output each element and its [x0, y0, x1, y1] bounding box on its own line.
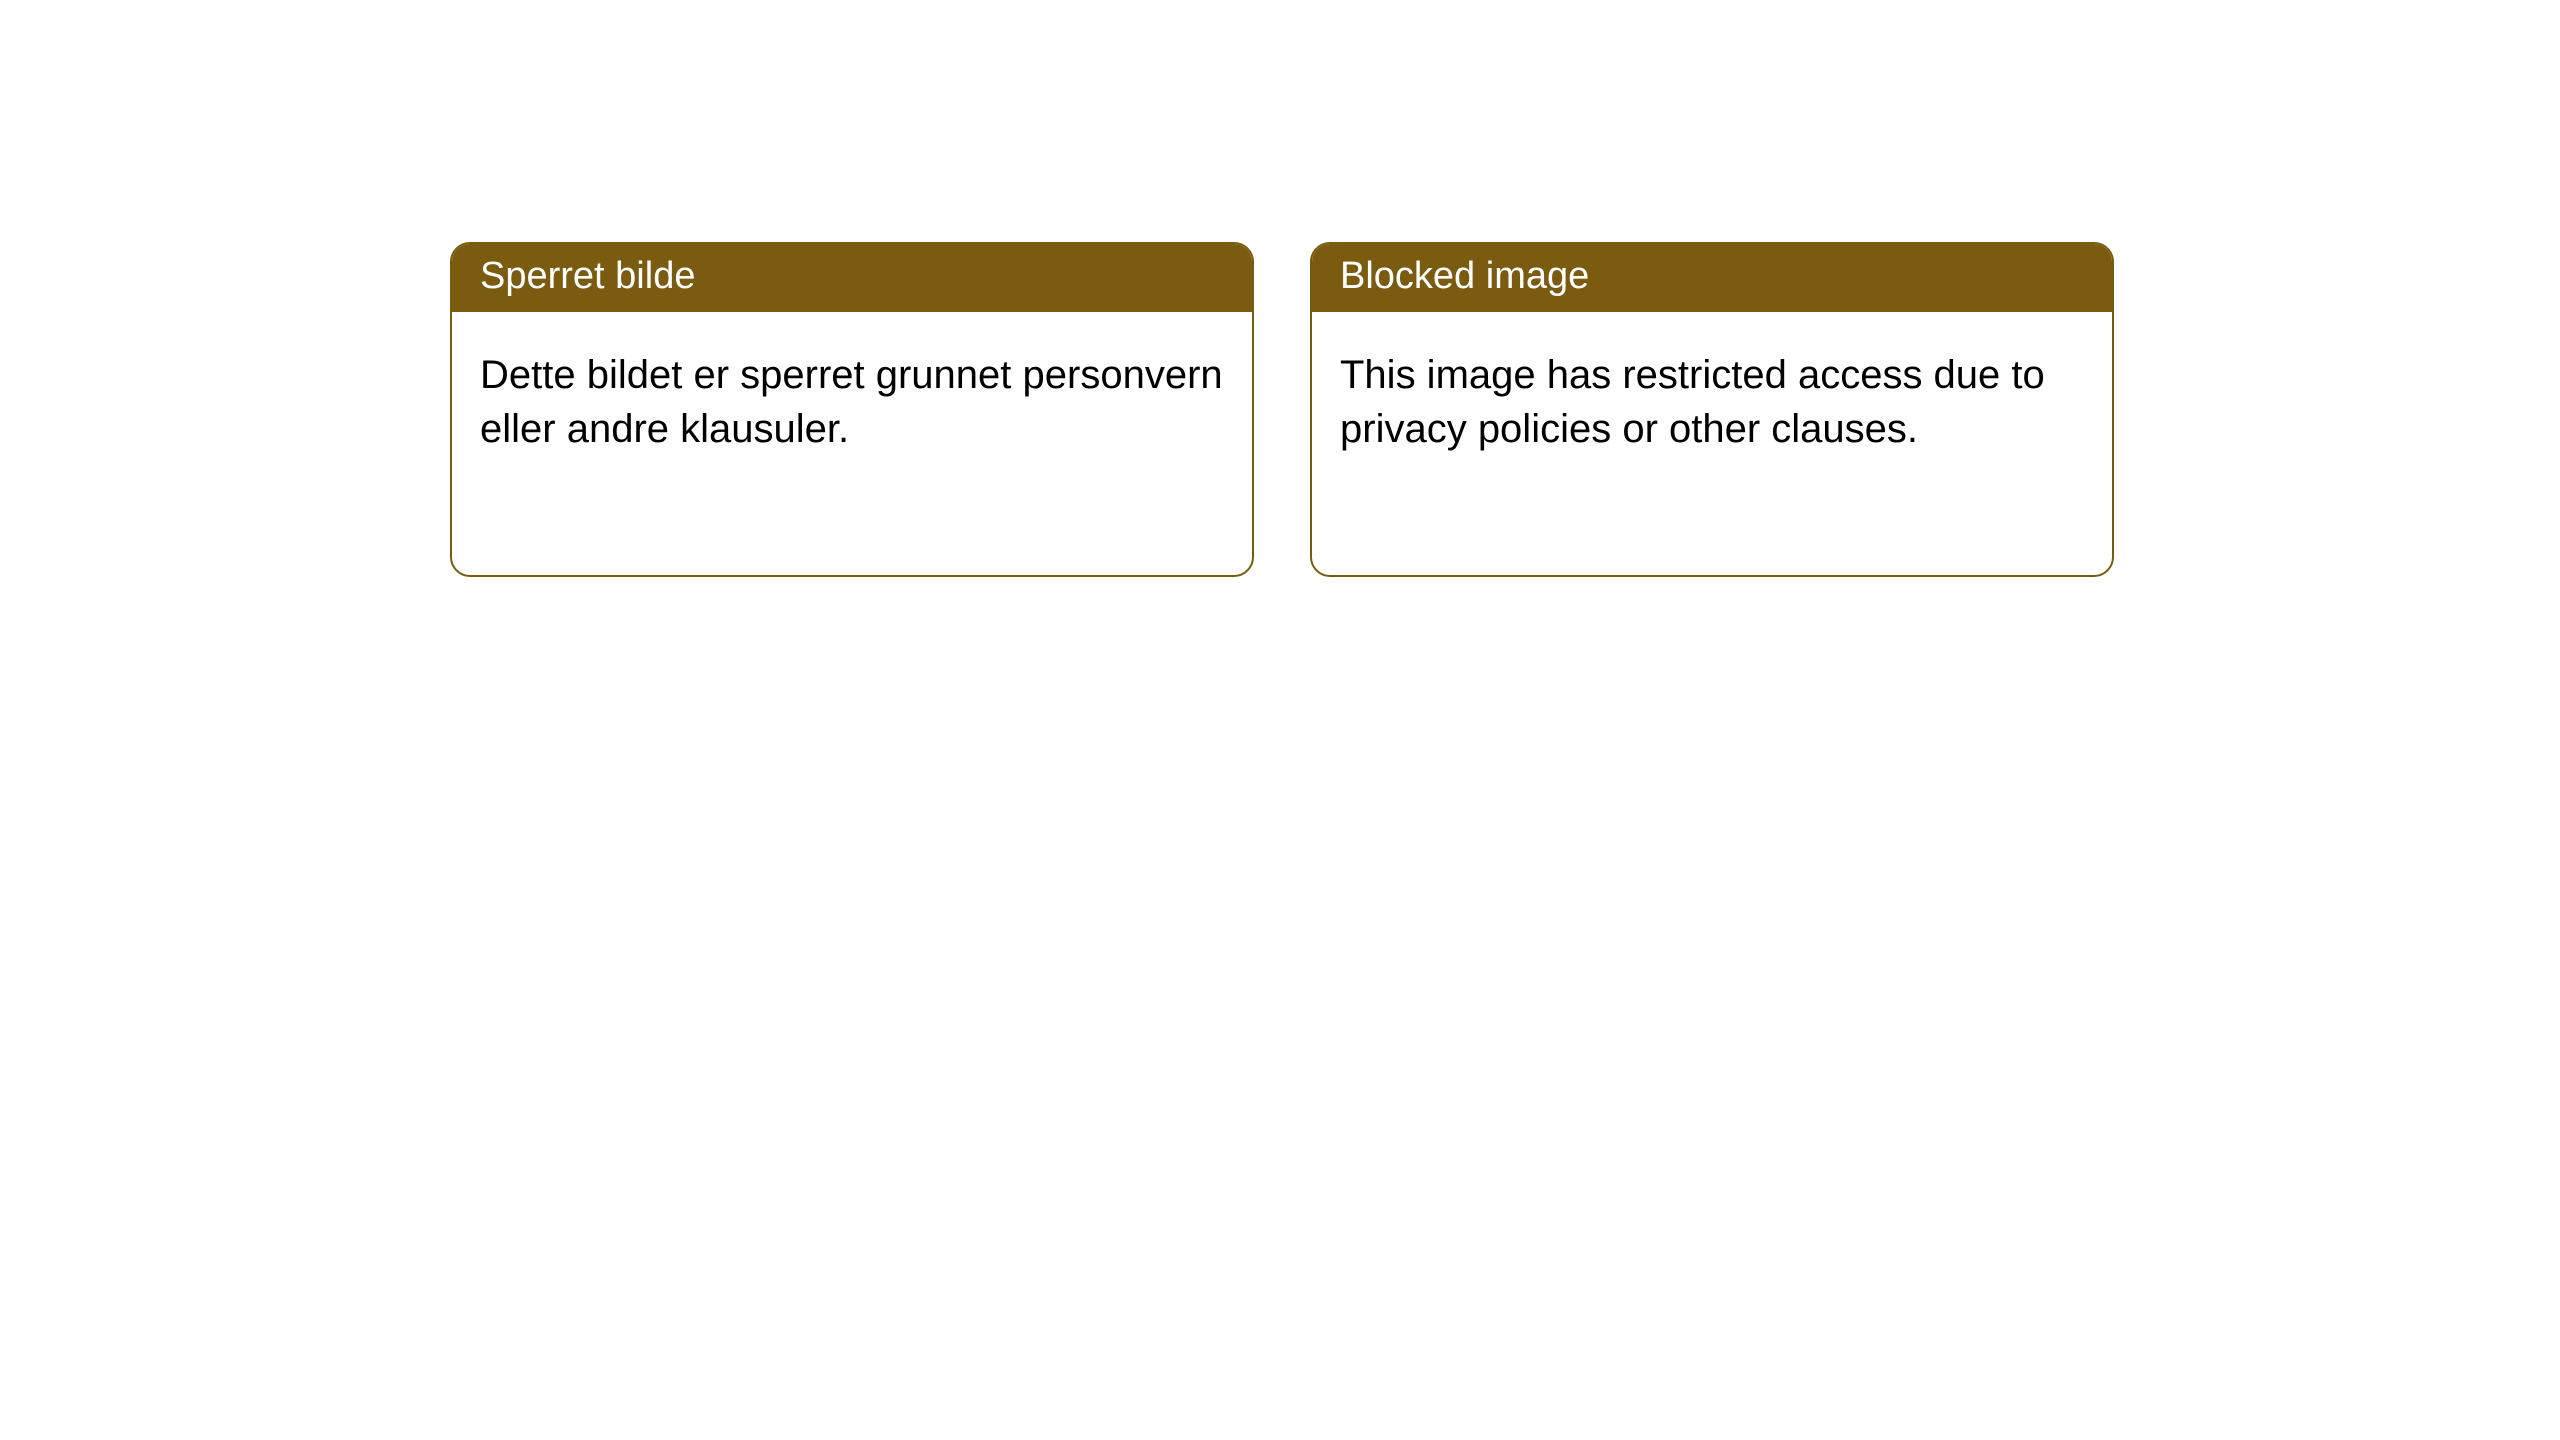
notice-body-text: This image has restricted access due to … — [1340, 353, 2045, 451]
notice-card-norwegian: Sperret bilde Dette bildet er sperret gr… — [450, 242, 1254, 577]
notice-card-english: Blocked image This image has restricted … — [1310, 242, 2114, 577]
notice-body-text: Dette bildet er sperret grunnet personve… — [480, 353, 1223, 451]
notice-title: Blocked image — [1340, 255, 1589, 297]
notice-title: Sperret bilde — [480, 255, 695, 297]
notice-body: Dette bildet er sperret grunnet personve… — [452, 312, 1252, 492]
notice-container: Sperret bilde Dette bildet er sperret gr… — [0, 0, 2560, 577]
notice-body: This image has restricted access due to … — [1312, 312, 2112, 492]
notice-header: Blocked image — [1312, 244, 2112, 312]
notice-header: Sperret bilde — [452, 244, 1252, 312]
